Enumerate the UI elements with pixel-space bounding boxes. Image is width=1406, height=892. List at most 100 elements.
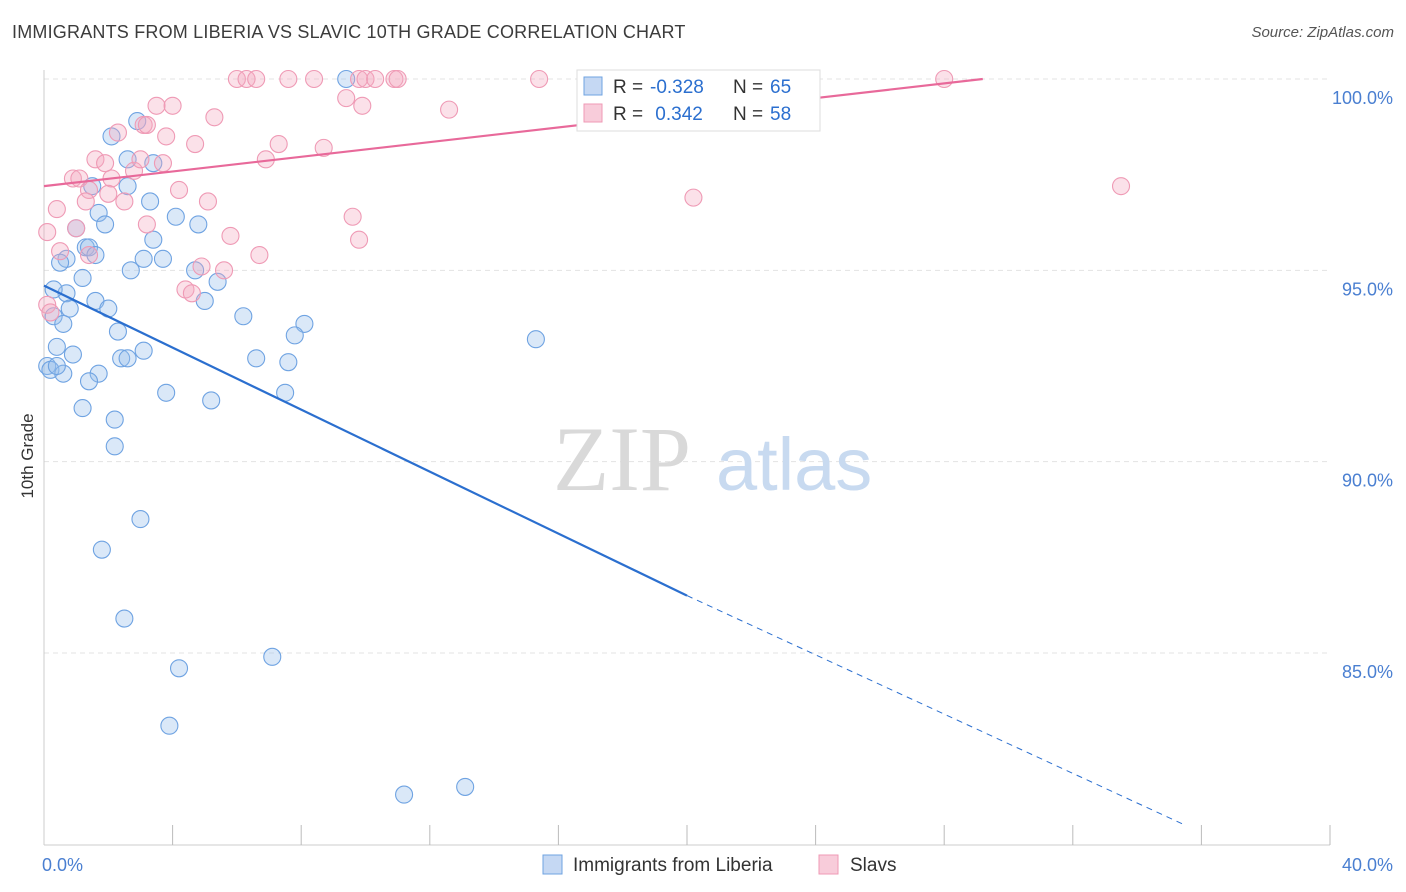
point-liberia bbox=[105, 437, 124, 456]
point-liberia bbox=[395, 785, 414, 804]
point-slavs bbox=[108, 123, 127, 142]
point-liberia bbox=[105, 410, 124, 429]
watermark: ZIP atlas bbox=[553, 408, 872, 510]
point-slavs bbox=[684, 188, 703, 207]
legend-n-value-2: 58 bbox=[770, 104, 791, 125]
point-slavs bbox=[314, 138, 333, 157]
point-slavs bbox=[221, 226, 240, 245]
trend-line-liberia-extension bbox=[686, 595, 1186, 826]
point-liberia bbox=[47, 356, 66, 376]
x-tick-labels: 0.0% 40.0% bbox=[42, 855, 1393, 875]
point-liberia bbox=[169, 659, 189, 678]
point-slavs bbox=[366, 69, 385, 89]
point-slavs bbox=[198, 192, 218, 211]
bottom-legend-label-liberia: Immigrants from Liberia bbox=[573, 855, 773, 876]
point-liberia bbox=[118, 150, 137, 169]
point-slavs bbox=[169, 180, 189, 200]
point-slavs bbox=[153, 154, 173, 173]
legend-swatch-liberia bbox=[583, 76, 603, 96]
legend-r-value-1: -0.328 bbox=[650, 77, 704, 98]
point-liberia bbox=[92, 540, 111, 559]
point-liberia bbox=[160, 716, 179, 735]
bottom-legend-swatch-liberia bbox=[542, 854, 563, 875]
point-liberia bbox=[89, 364, 108, 383]
point-liberia bbox=[86, 245, 105, 265]
x-tick-label: 40.0% bbox=[1342, 855, 1393, 875]
point-slavs bbox=[305, 69, 324, 89]
point-liberia bbox=[60, 299, 79, 318]
point-liberia bbox=[63, 345, 82, 364]
legend-r-label-2: R = bbox=[613, 104, 643, 125]
trend-lines bbox=[43, 77, 1186, 826]
point-slavs bbox=[269, 135, 288, 154]
point-liberia bbox=[144, 230, 163, 249]
point-liberia bbox=[153, 249, 173, 268]
point-liberia bbox=[208, 272, 227, 291]
legend-n-label-1: N = bbox=[733, 77, 763, 98]
point-slavs bbox=[147, 96, 166, 115]
bottom-legend-label-slavs: Slavs bbox=[850, 855, 896, 876]
watermark-atlas: atlas bbox=[716, 423, 872, 506]
stats-legend: R = -0.328 N = 65 R = 0.342 N = 58 bbox=[576, 69, 821, 132]
point-liberia bbox=[79, 372, 99, 391]
point-liberia bbox=[131, 510, 150, 529]
point-slavs bbox=[51, 242, 70, 261]
point-liberia bbox=[96, 215, 115, 234]
y-tick-label: 100.0% bbox=[1332, 88, 1393, 108]
point-liberia bbox=[73, 399, 92, 418]
point-liberia bbox=[89, 203, 108, 222]
point-liberia bbox=[47, 337, 66, 356]
legend-r-label-1: R = bbox=[613, 77, 643, 98]
point-liberia bbox=[54, 364, 73, 383]
point-liberia bbox=[189, 215, 208, 234]
point-slavs bbox=[163, 96, 182, 115]
point-liberia bbox=[247, 349, 266, 368]
point-slavs bbox=[99, 184, 118, 203]
point-slavs bbox=[227, 69, 246, 89]
point-slavs bbox=[388, 69, 407, 89]
point-slavs bbox=[115, 192, 134, 211]
point-liberia bbox=[121, 261, 140, 280]
point-slavs bbox=[79, 245, 99, 265]
bottom-legend-swatch-slavs bbox=[818, 854, 839, 875]
point-liberia bbox=[279, 353, 298, 372]
point-liberia bbox=[118, 349, 137, 368]
legend-r-value-2: 0.342 bbox=[650, 104, 703, 125]
point-liberia bbox=[73, 268, 92, 288]
y-tick-label: 95.0% bbox=[1342, 279, 1393, 299]
series-slavs-points bbox=[38, 69, 1131, 322]
point-slavs bbox=[137, 115, 156, 134]
point-slavs bbox=[86, 150, 105, 169]
point-liberia bbox=[456, 777, 475, 796]
point-slavs bbox=[41, 303, 60, 322]
point-slavs bbox=[247, 69, 266, 89]
point-slavs bbox=[250, 245, 269, 265]
axes bbox=[43, 70, 1331, 846]
point-slavs bbox=[137, 215, 156, 234]
bottom-legend: Immigrants from Liberia Slavs bbox=[542, 854, 896, 876]
point-liberia bbox=[166, 207, 185, 226]
point-slavs bbox=[186, 135, 205, 154]
point-slavs bbox=[343, 207, 362, 226]
point-liberia bbox=[263, 647, 282, 666]
point-liberia bbox=[202, 391, 221, 410]
point-liberia bbox=[285, 326, 304, 345]
legend-n-value-1: 65 bbox=[770, 77, 791, 98]
point-liberia bbox=[234, 307, 253, 326]
x-tick-label: 0.0% bbox=[42, 855, 83, 875]
point-liberia bbox=[115, 609, 134, 628]
point-liberia bbox=[337, 69, 356, 89]
point-slavs bbox=[67, 219, 86, 238]
watermark-zip: ZIP bbox=[553, 408, 691, 510]
point-slavs bbox=[350, 230, 369, 249]
point-liberia bbox=[141, 192, 160, 211]
point-slavs bbox=[96, 154, 115, 173]
point-liberia bbox=[134, 341, 153, 360]
y-tick-labels: 100.0% 95.0% 90.0% 85.0% bbox=[1332, 88, 1393, 682]
source-label: Source: ZipAtlas.com bbox=[1251, 24, 1394, 41]
point-slavs bbox=[192, 257, 211, 276]
point-slavs bbox=[356, 69, 375, 89]
point-liberia bbox=[134, 249, 153, 268]
point-slavs bbox=[353, 96, 372, 115]
